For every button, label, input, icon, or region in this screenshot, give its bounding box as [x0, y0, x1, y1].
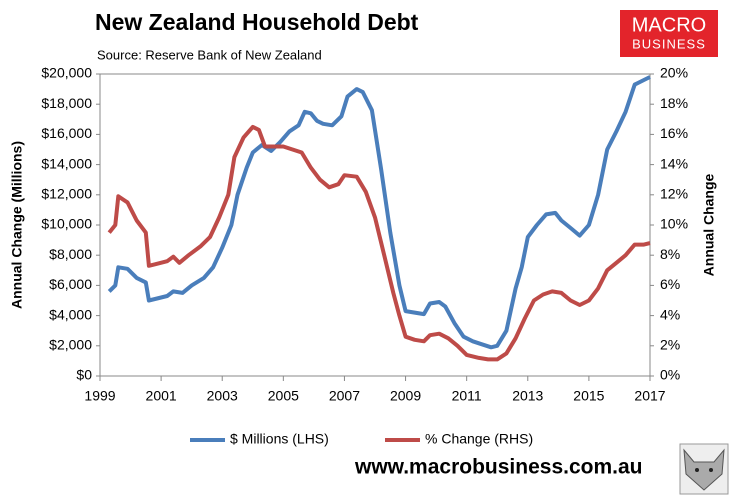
- y2-tick-label: 20%: [660, 65, 688, 81]
- x-tick-label: 2003: [207, 388, 238, 404]
- logo-text: MACRO: [632, 14, 706, 36]
- series-line: [107, 75, 651, 350]
- y2-tick-label: 8%: [660, 246, 680, 262]
- x-tick-label: 2005: [268, 388, 299, 404]
- y-tick-label: $16,000: [41, 125, 92, 141]
- wolf-icon: [679, 443, 729, 495]
- y2-tick-label: 16%: [660, 125, 688, 141]
- y2-tick-label: 12%: [660, 186, 688, 202]
- chart-title: New Zealand Household Debt: [95, 9, 419, 35]
- x-tick-label: 1999: [84, 388, 115, 404]
- x-tick-label: 2011: [452, 388, 482, 404]
- y-tick-label: $2,000: [49, 337, 92, 353]
- y-tick-label: $4,000: [49, 306, 92, 322]
- logo-box: [620, 10, 718, 57]
- y-tick-label: $20,000: [41, 65, 92, 81]
- website: www.macrobusiness.com.au: [354, 456, 642, 479]
- y-tick-label: $18,000: [41, 95, 92, 111]
- y2-tick-label: 4%: [660, 306, 680, 322]
- x-tick-label: 2001: [146, 388, 177, 404]
- y-tick-label: $6,000: [49, 276, 92, 292]
- y2-axis-label: Annual Change: [701, 173, 717, 276]
- y2-tick-label: 14%: [660, 155, 688, 171]
- x-tick-label: 2007: [329, 388, 360, 404]
- y2-tick-label: 0%: [660, 367, 680, 383]
- y-tick-label: $10,000: [41, 216, 92, 232]
- logo-text: BUSINESS: [632, 36, 706, 51]
- x-tick-label: 2017: [634, 388, 665, 404]
- y2-tick-label: 2%: [660, 337, 680, 353]
- legend-label: $ Millions (LHS): [230, 431, 329, 447]
- y-tick-label: $0: [76, 367, 92, 383]
- series-line: [107, 124, 651, 362]
- y-tick-label: $12,000: [41, 186, 92, 202]
- y2-tick-label: 6%: [660, 276, 680, 292]
- chart-subtitle: Source: Reserve Bank of New Zealand: [97, 47, 322, 62]
- x-tick-label: 2015: [573, 388, 604, 404]
- y2-tick-label: 18%: [660, 95, 688, 111]
- y-tick-label: $8,000: [49, 246, 92, 262]
- x-tick-label: 2013: [512, 388, 543, 404]
- y-tick-label: $14,000: [41, 155, 92, 171]
- y-axis-label: Annual Change (Millions): [9, 141, 25, 309]
- y2-tick-label: 10%: [660, 216, 688, 232]
- legend-label: % Change (RHS): [425, 431, 533, 447]
- x-tick-label: 2009: [390, 388, 421, 404]
